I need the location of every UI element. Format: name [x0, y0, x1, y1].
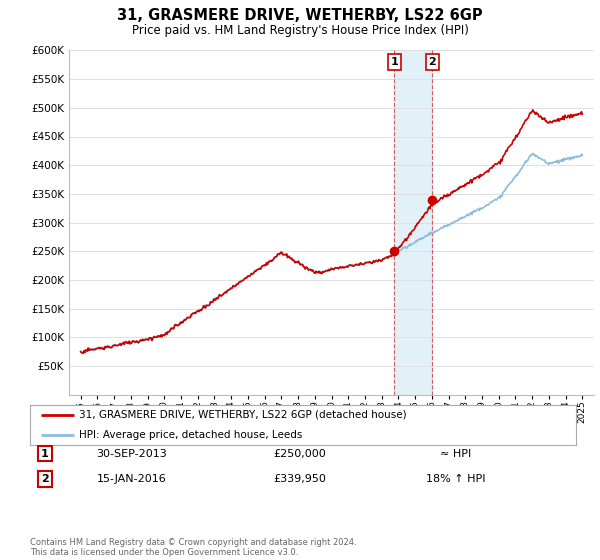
Text: 1: 1 — [391, 57, 398, 67]
Text: 1: 1 — [41, 449, 49, 459]
Text: 2: 2 — [428, 57, 436, 67]
Text: HPI: Average price, detached house, Leeds: HPI: Average price, detached house, Leed… — [79, 430, 302, 440]
Text: £339,950: £339,950 — [274, 474, 326, 484]
Text: 18% ↑ HPI: 18% ↑ HPI — [426, 474, 486, 484]
Text: 31, GRASMERE DRIVE, WETHERBY, LS22 6GP: 31, GRASMERE DRIVE, WETHERBY, LS22 6GP — [117, 8, 483, 24]
Text: ≈ HPI: ≈ HPI — [440, 449, 472, 459]
Text: £250,000: £250,000 — [274, 449, 326, 459]
Text: 30-SEP-2013: 30-SEP-2013 — [97, 449, 167, 459]
Text: 31, GRASMERE DRIVE, WETHERBY, LS22 6GP (detached house): 31, GRASMERE DRIVE, WETHERBY, LS22 6GP (… — [79, 410, 407, 420]
Bar — [394, 50, 433, 395]
Text: 15-JAN-2016: 15-JAN-2016 — [97, 474, 167, 484]
Text: 2: 2 — [41, 474, 49, 484]
Text: Contains HM Land Registry data © Crown copyright and database right 2024.
This d: Contains HM Land Registry data © Crown c… — [30, 538, 356, 557]
Text: Price paid vs. HM Land Registry's House Price Index (HPI): Price paid vs. HM Land Registry's House … — [131, 24, 469, 36]
